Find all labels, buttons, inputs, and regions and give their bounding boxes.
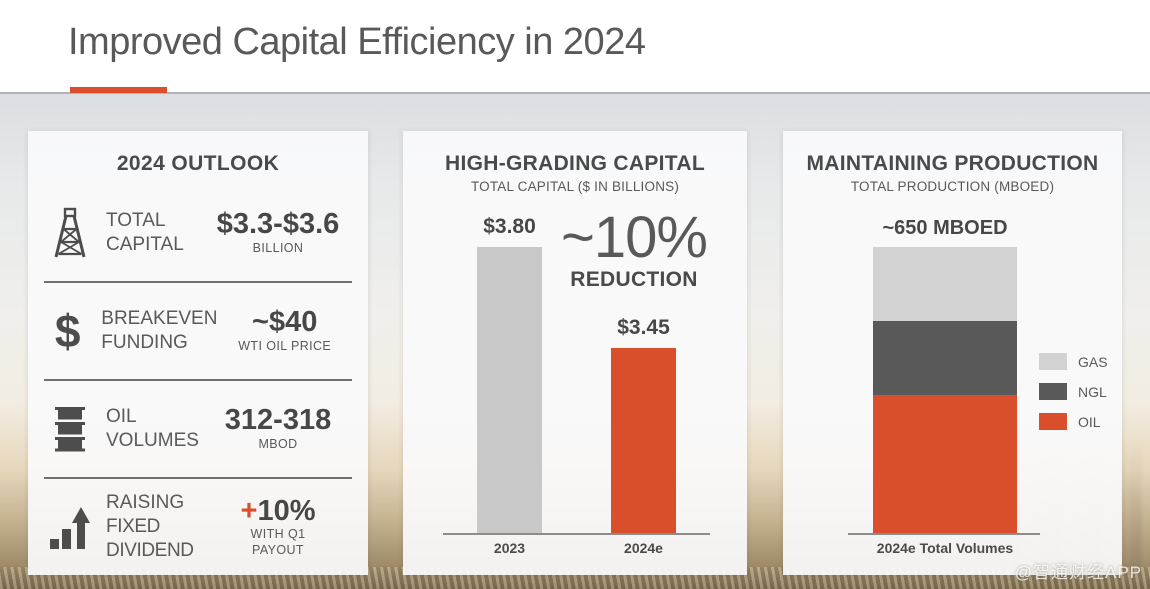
legend-label-gas: GAS — [1078, 353, 1108, 370]
legend-swatch-ngl — [1039, 383, 1067, 400]
outlook-row-total-capital: TOTAL CAPITAL $3.3-$3.6 BILLION — [44, 185, 352, 281]
watermark: @智通财经APP — [1014, 563, 1142, 582]
production-panel: MAINTAINING PRODUCTION TOTAL PRODUCTION … — [783, 131, 1122, 575]
stacked-segment-ngl — [873, 321, 1017, 395]
reduction-annotation: ~10% REDUCTION — [545, 209, 723, 292]
outlook-item-label: OIL VOLUMES — [106, 406, 199, 451]
plus-sign: + — [240, 494, 258, 527]
dollar-sign-icon: $ — [54, 305, 81, 357]
outlook-item-label: TOTAL CAPITAL — [106, 210, 184, 255]
capital-subtitle: TOTAL CAPITAL ($ IN BILLIONS) — [470, 179, 680, 194]
outlook-panel: 2024 OUTLOOK TOTAL CAPITAL $3.3-$3.6 — [28, 131, 368, 575]
dividend-value: +10% — [240, 494, 316, 527]
axis-label-2024e: 2024e — [624, 540, 663, 556]
capital-title: HIGH-GRADING CAPITAL — [445, 152, 705, 175]
stacked-segment-gas — [873, 247, 1017, 321]
bar-2023 — [477, 247, 542, 533]
breakeven-caption: WTI OIL PRICE — [238, 338, 332, 353]
legend-label-ngl: NGL — [1078, 383, 1107, 400]
outlook-item-label: RAISING FIXED DIVIDEND — [106, 492, 194, 561]
legend-item-ngl: NGL — [1039, 383, 1108, 400]
legend-swatch-oil — [1039, 413, 1067, 430]
production-axis-line — [848, 533, 1040, 535]
header: Improved Capital Efficiency in 2024 — [0, 0, 1150, 94]
production-total-label: ~650 MBOED — [882, 217, 1008, 239]
outlook-item-value: +10% WITH Q1 PAYOUT — [204, 494, 352, 559]
rising-bars-icon — [44, 503, 96, 551]
outlook-title: 2024 OUTLOOK — [116, 152, 280, 175]
capital-axis-line — [443, 533, 710, 535]
breakeven-value: ~$40 — [252, 306, 318, 339]
legend: GAS NGL OIL — [1039, 353, 1108, 443]
oil-volumes-value: 312-318 — [224, 404, 332, 437]
capital-panel: HIGH-GRADING CAPITAL TOTAL CAPITAL ($ IN… — [403, 131, 747, 575]
axis-label-2023: 2023 — [493, 540, 526, 556]
outlook-item-value: ~$40 WTI OIL PRICE — [217, 307, 352, 354]
slide-title: Improved Capital Efficiency in 2024 — [68, 21, 646, 63]
outlook-row-oil-volumes: OIL VOLUMES 312-318 MBOD — [44, 379, 352, 477]
outlook-row-fixed-dividend: RAISING FIXED DIVIDEND +10% WITH Q1 PAYO… — [44, 477, 352, 575]
oil-barrel-icon — [44, 404, 96, 454]
oil-volumes-caption: MBOD — [258, 436, 298, 451]
legend-label-oil: OIL — [1078, 413, 1101, 430]
outlook-rows: TOTAL CAPITAL $3.3-$3.6 BILLION $ BREAKE… — [28, 185, 368, 575]
oil-derrick-icon — [44, 206, 96, 260]
bar-value-2024e: $3.45 — [617, 316, 670, 339]
total-capital-caption: BILLION — [252, 240, 304, 255]
total-capital-value: $3.3-$3.6 — [216, 208, 340, 241]
reduction-annotation-value: ~10% — [561, 205, 708, 270]
outlook-item-value: 312-318 MBOD — [204, 405, 352, 452]
bar-value-2023: $3.80 — [483, 215, 536, 238]
production-subtitle: TOTAL PRODUCTION (MBOED) — [850, 179, 1055, 194]
legend-item-oil: OIL — [1039, 413, 1108, 430]
production-axis-label: 2024e Total Volumes — [876, 540, 1014, 556]
dividend-caption: WITH Q1 PAYOUT — [250, 527, 306, 557]
outlook-item-label: BREAKEVEN FUNDING — [101, 308, 218, 353]
production-title: MAINTAINING PRODUCTION — [806, 152, 1099, 175]
bar-2024e — [611, 348, 676, 533]
legend-item-gas: GAS — [1039, 353, 1108, 370]
stacked-segment-oil — [873, 395, 1017, 533]
reduction-annotation-label: REDUCTION — [570, 268, 698, 291]
outlook-row-breakeven-funding: $ BREAKEVEN FUNDING ~$40 WTI OIL PRICE — [44, 281, 352, 379]
title-accent-bar — [70, 87, 167, 93]
outlook-item-value: $3.3-$3.6 BILLION — [204, 209, 352, 256]
legend-swatch-gas — [1039, 353, 1067, 370]
stacked-bar — [873, 247, 1017, 533]
header-rule — [0, 92, 1150, 94]
